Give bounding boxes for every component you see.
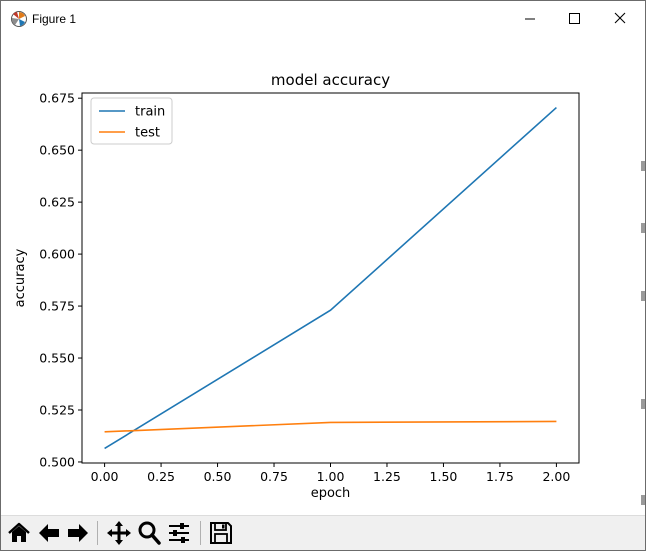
forward-arrow-icon	[68, 524, 88, 542]
x-tick-label: 2.00	[542, 469, 570, 484]
y-tick-label: 0.600	[39, 247, 75, 262]
home-button[interactable]	[5, 519, 33, 547]
matplotlib-icon	[11, 11, 27, 27]
y-tick-label: 0.625	[39, 195, 75, 210]
zoom-icon	[138, 521, 161, 545]
legend-label-test: test	[135, 126, 160, 141]
x-tick-label: 1.25	[373, 469, 401, 484]
y-tick-label: 0.575	[39, 299, 75, 314]
back-arrow-icon	[39, 524, 59, 542]
chart-title: model accuracy	[271, 71, 390, 89]
save-icon	[210, 522, 232, 544]
title-bar[interactable]: Figure 1	[1, 1, 645, 37]
pan-button[interactable]	[105, 519, 133, 547]
minimize-icon	[525, 18, 535, 20]
figure-canvas[interactable]: 0.00 0.25 0.50 0.75 1.00 1.25 1.50 1.75 2.00 0.50…	[1, 37, 645, 515]
series-line-test	[104, 420, 557, 433]
x-tick-label: 0.00	[91, 469, 119, 484]
x-axis-label: epoch	[311, 486, 351, 501]
y-tick-label: 0.675	[39, 91, 75, 106]
back-button[interactable]	[35, 519, 63, 547]
toolbar-separator	[97, 521, 98, 545]
forward-button[interactable]	[64, 519, 92, 547]
save-button[interactable]	[207, 519, 235, 547]
x-tick-label: 0.50	[204, 469, 232, 484]
subplots-config-icon	[169, 523, 189, 543]
window-title: Figure 1	[32, 12, 77, 26]
y-tick-label: 0.650	[39, 143, 75, 158]
navigation-toolbar	[1, 515, 645, 550]
window-edge-mark	[641, 399, 645, 409]
window-edge-mark	[641, 223, 645, 233]
line-chart: 0.00 0.25 0.50 0.75 1.00 1.25 1.50 1.75 2.00 0.50…	[13, 71, 580, 501]
y-tick-label: 0.500	[39, 454, 75, 469]
plot-frame	[81, 92, 580, 464]
y-tick-label: 0.550	[39, 351, 75, 366]
minimize-button[interactable]	[507, 1, 553, 37]
y-axis-label: accuracy	[13, 248, 28, 307]
maximize-icon	[569, 13, 580, 24]
zoom-button[interactable]	[135, 519, 163, 547]
series-line-train	[104, 106, 557, 450]
toolbar-separator	[200, 521, 201, 545]
close-button[interactable]	[598, 1, 644, 37]
close-icon	[614, 12, 626, 24]
x-tick-label: 1.00	[317, 469, 345, 484]
y-tick-label: 0.525	[39, 402, 75, 417]
x-tick-label: 0.25	[147, 469, 175, 484]
home-icon	[8, 522, 30, 542]
window-edge-mark	[641, 291, 645, 301]
window-edge-mark	[641, 495, 645, 505]
pan-icon	[107, 521, 131, 545]
x-tick-label: 0.75	[260, 469, 288, 484]
subplots-config-button[interactable]	[165, 519, 193, 547]
window-edge-mark	[641, 161, 645, 171]
maximize-button[interactable]	[552, 1, 598, 37]
x-tick-label: 1.50	[430, 469, 458, 484]
x-tick-label: 1.75	[486, 469, 514, 484]
legend-label-train: train	[135, 105, 165, 120]
